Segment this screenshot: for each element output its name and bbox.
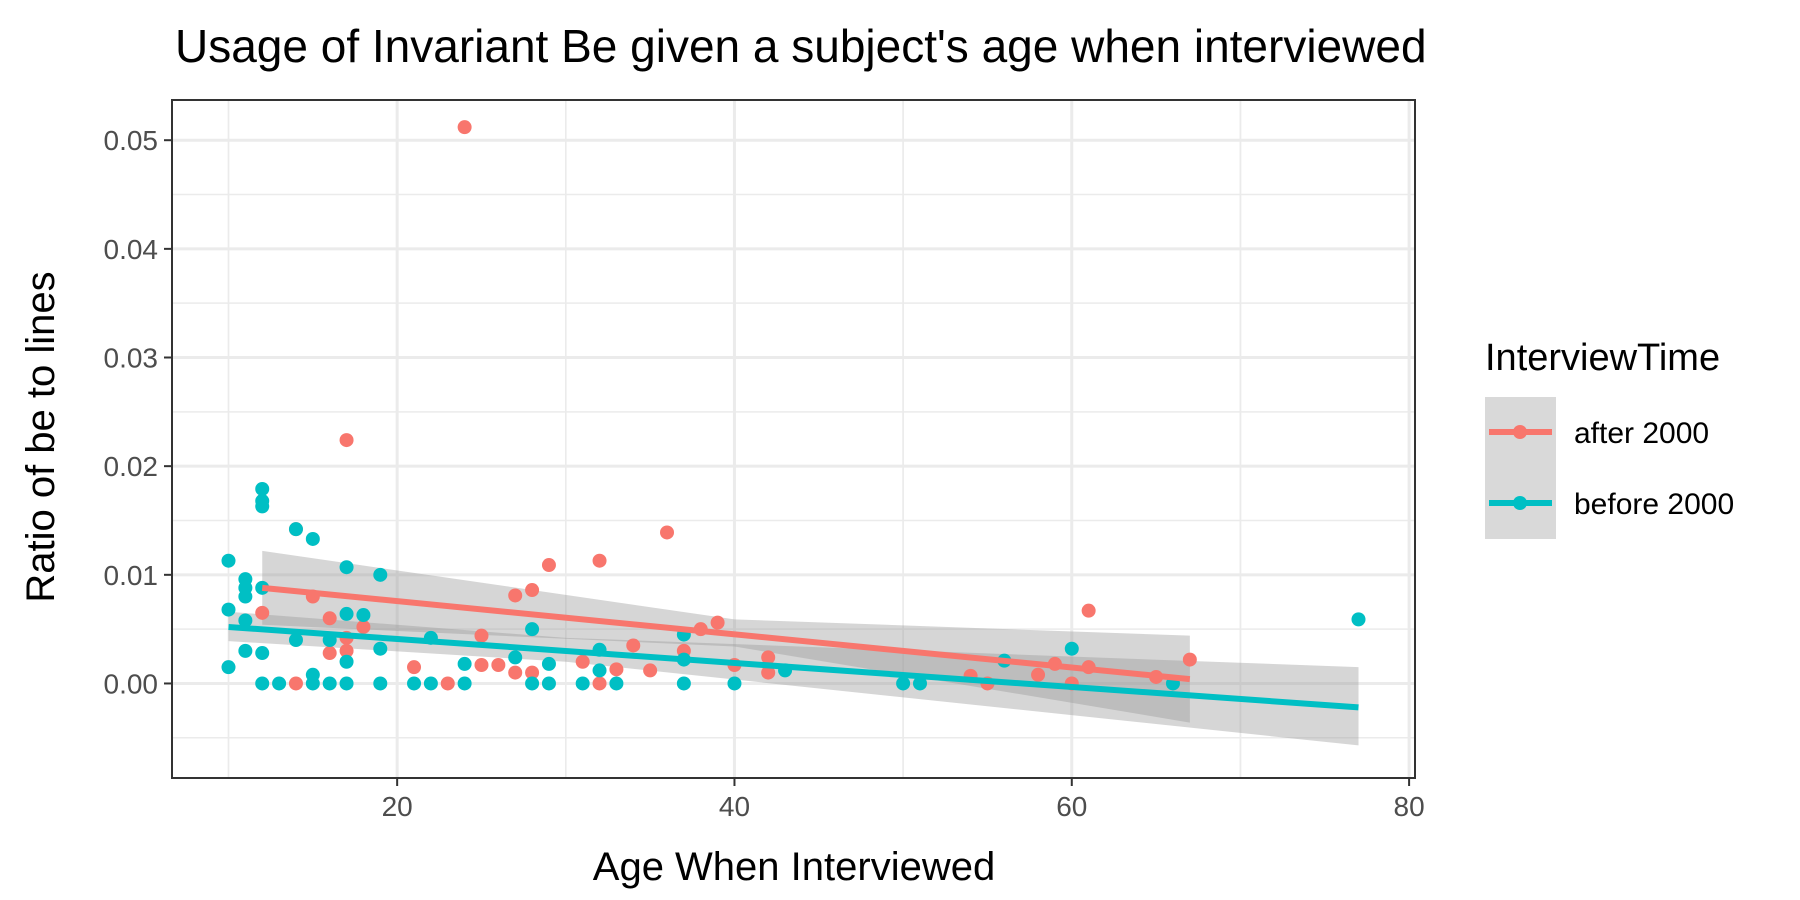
y-tick-label: 0.01 [104,560,159,591]
point-before-2000 [305,676,320,691]
point-before-2000 [407,676,422,691]
point-before-2000 [592,663,607,678]
point-after-2000 [339,433,354,448]
point-before-2000 [272,676,287,691]
point-before-2000 [1351,612,1366,627]
point-after-2000 [1081,603,1096,618]
legend-dot-before-2000 [1513,496,1527,510]
point-before-2000 [221,660,236,675]
point-before-2000 [255,646,270,661]
point-after-2000 [575,654,590,669]
y-tick-label: 0.05 [104,125,159,156]
trend-line-after-2000 [261,584,1191,683]
point-after-2000 [761,650,776,665]
point-before-2000 [457,656,472,671]
point-after-2000 [322,646,337,661]
point-before-2000 [255,499,270,514]
point-before-2000 [238,643,253,658]
point-after-2000 [255,605,270,620]
point-after-2000 [609,662,624,677]
x-tick-label: 40 [719,791,750,822]
point-before-2000 [508,650,523,665]
y-tick-label: 0.00 [104,668,159,699]
point-before-2000 [609,676,624,691]
point-before-2000 [912,676,927,691]
point-before-2000 [339,654,354,669]
point-after-2000 [541,558,556,573]
point-before-2000 [896,676,911,691]
point-after-2000 [474,658,489,672]
point-after-2000 [339,643,354,658]
point-after-2000 [761,665,776,680]
point-before-2000 [221,602,236,617]
point-after-2000 [592,676,607,691]
point-after-2000 [322,611,337,626]
point-after-2000 [626,638,641,653]
trend-line-before-2000 [228,623,1359,711]
point-after-2000 [525,665,540,680]
y-axis-title: Ratio of be to lines [19,271,63,602]
x-tick-label: 60 [1056,791,1087,822]
point-after-2000 [525,583,540,598]
point-after-2000 [592,553,607,568]
point-before-2000 [339,560,354,575]
point-before-2000 [525,676,540,691]
point-after-2000 [356,619,371,634]
point-before-2000 [238,613,253,628]
legend-label-before-2000: before 2000 [1574,488,1734,521]
point-after-2000 [288,676,303,691]
point-before-2000 [676,676,691,691]
point-after-2000 [508,588,523,603]
point-after-2000 [474,628,489,643]
point-before-2000 [727,676,742,691]
x-tick-label: 20 [382,791,413,822]
point-before-2000 [525,622,540,637]
point-before-2000 [305,531,320,546]
x-tick-label: 80 [1394,791,1425,822]
point-before-2000 [238,589,253,604]
point-after-2000 [491,658,506,672]
legend-label-after-2000: after 2000 [1574,417,1709,450]
point-before-2000 [255,676,270,691]
y-tick-label: 0.02 [104,451,159,482]
legend: InterviewTime after 2000 before 2000 [1485,337,1734,539]
panel-border [171,99,1416,779]
point-before-2000 [575,676,590,691]
y-tick-label: 0.04 [104,234,159,265]
point-before-2000 [373,676,388,691]
point-before-2000 [339,606,354,621]
point-before-2000 [541,676,556,691]
point-after-2000 [643,663,658,678]
point-after-2000 [710,615,725,630]
x-axis-title: Age When Interviewed [593,845,995,889]
point-after-2000 [407,660,422,675]
point-before-2000 [221,553,236,568]
legend-title: InterviewTime [1485,337,1720,379]
point-after-2000 [1182,652,1197,667]
plot-area: 20 40 60 80 0.00 0.01 0.02 0.03 0.04 0.05 [104,99,1425,822]
point-before-2000 [255,481,270,496]
point-before-2000 [423,676,438,691]
point-before-2000 [457,676,472,691]
point-before-2000 [288,522,303,537]
point-after-2000 [440,676,455,691]
point-before-2000 [541,656,556,671]
point-before-2000 [356,608,371,623]
point-before-2000 [339,676,354,691]
point-before-2000 [322,676,337,691]
point-after-2000 [1031,667,1046,682]
chart-title: Usage of Invariant Be given a subject's … [175,20,1427,72]
point-before-2000 [373,567,388,582]
point-before-2000 [288,633,303,648]
point-before-2000 [1064,641,1079,656]
point-after-2000 [660,525,675,540]
y-tick-label: 0.03 [104,343,159,374]
point-after-2000 [508,665,523,680]
point-before-2000 [373,641,388,656]
legend-dot-after-2000 [1513,425,1527,439]
point-after-2000 [457,120,472,135]
